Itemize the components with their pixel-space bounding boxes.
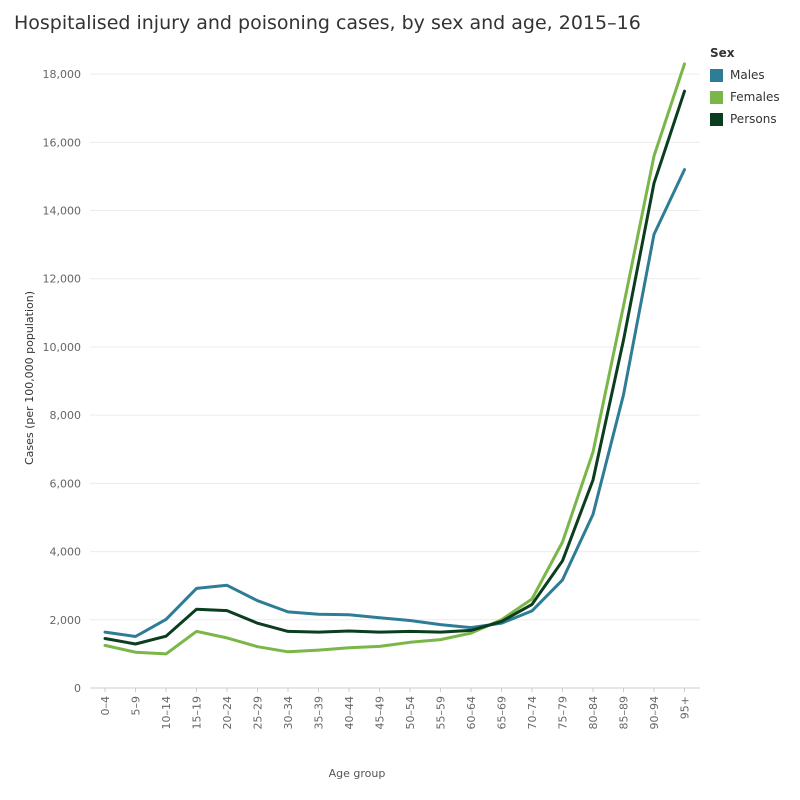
x-tick-label: 10–14: [160, 696, 173, 730]
x-tick-label: 35–39: [313, 696, 326, 730]
x-tick-label: 5–9: [130, 696, 143, 716]
x-tick-label: 15–19: [191, 696, 204, 730]
y-tick-label: 8,000: [50, 409, 82, 422]
y-tick-label: 18,000: [43, 68, 82, 81]
legend: Sex Males Females Persons: [710, 46, 780, 130]
y-tick-label: 4,000: [50, 546, 82, 559]
series-line-males: [103, 168, 686, 638]
series-line-persons: [103, 89, 686, 646]
x-tick-label: 55–59: [435, 696, 448, 730]
legend-label: Males: [730, 68, 765, 82]
x-tick-label: 45–49: [374, 696, 387, 730]
legend-title: Sex: [710, 46, 735, 60]
x-tick-label: 25–29: [252, 696, 265, 730]
y-tick-label: 10,000: [43, 341, 82, 354]
y-tick-label: 12,000: [43, 273, 82, 286]
gridlines: [90, 73, 700, 621]
legend-swatch: [710, 68, 723, 82]
y-axis-label: Cases (per 100,000 population): [23, 291, 36, 465]
chart-title: Hospitalised injury and poisoning cases,…: [14, 12, 641, 34]
x-tick-label: 80–84: [587, 696, 600, 730]
legend-item-persons[interactable]: Persons: [710, 108, 780, 130]
x-tick-label: 50–54: [404, 696, 417, 730]
legend-label: Females: [730, 90, 780, 104]
x-tick-label: 90–94: [648, 696, 661, 730]
y-tick-label: 0: [74, 682, 81, 695]
legend-item-males[interactable]: Males: [710, 64, 780, 86]
legend-items: Males Females Persons: [710, 64, 780, 130]
y-tick-label: 6,000: [50, 477, 82, 490]
x-tick-label: 65–69: [496, 696, 509, 730]
x-tick-label: 20–24: [221, 696, 234, 730]
x-tick-label: 95+: [679, 696, 692, 719]
x-tick-label: 30–34: [282, 696, 295, 730]
legend-swatch: [710, 112, 723, 126]
x-tick-label: 75–79: [557, 696, 570, 730]
x-tick-label: 70–74: [526, 696, 539, 730]
x-tick-label: 60–64: [465, 696, 478, 730]
y-tick-labels: 0 2,000 4,000 6,000 8,000 10,000 12,000 14,000 1…: [43, 68, 82, 695]
series-lines: [103, 62, 686, 656]
y-tick-label: 2,000: [50, 614, 82, 627]
y-tick-label: 14,000: [43, 205, 82, 218]
series-line-females: [103, 62, 686, 656]
legend-swatch: [710, 90, 723, 104]
legend-item-females[interactable]: Females: [710, 86, 780, 108]
x-tick-label: 40–44: [343, 696, 356, 730]
x-tick-label: 0–4: [99, 696, 112, 716]
x-tick-labels: 0–4 5–9 10–14 15–19 20–24 25–29 30–34 35–39 40–4…: [99, 688, 692, 730]
y-tick-label: 16,000: [43, 136, 82, 149]
x-tick-label: 85–89: [618, 696, 631, 730]
legend-label: Persons: [730, 112, 777, 126]
x-axis-label: Age group: [329, 767, 386, 780]
